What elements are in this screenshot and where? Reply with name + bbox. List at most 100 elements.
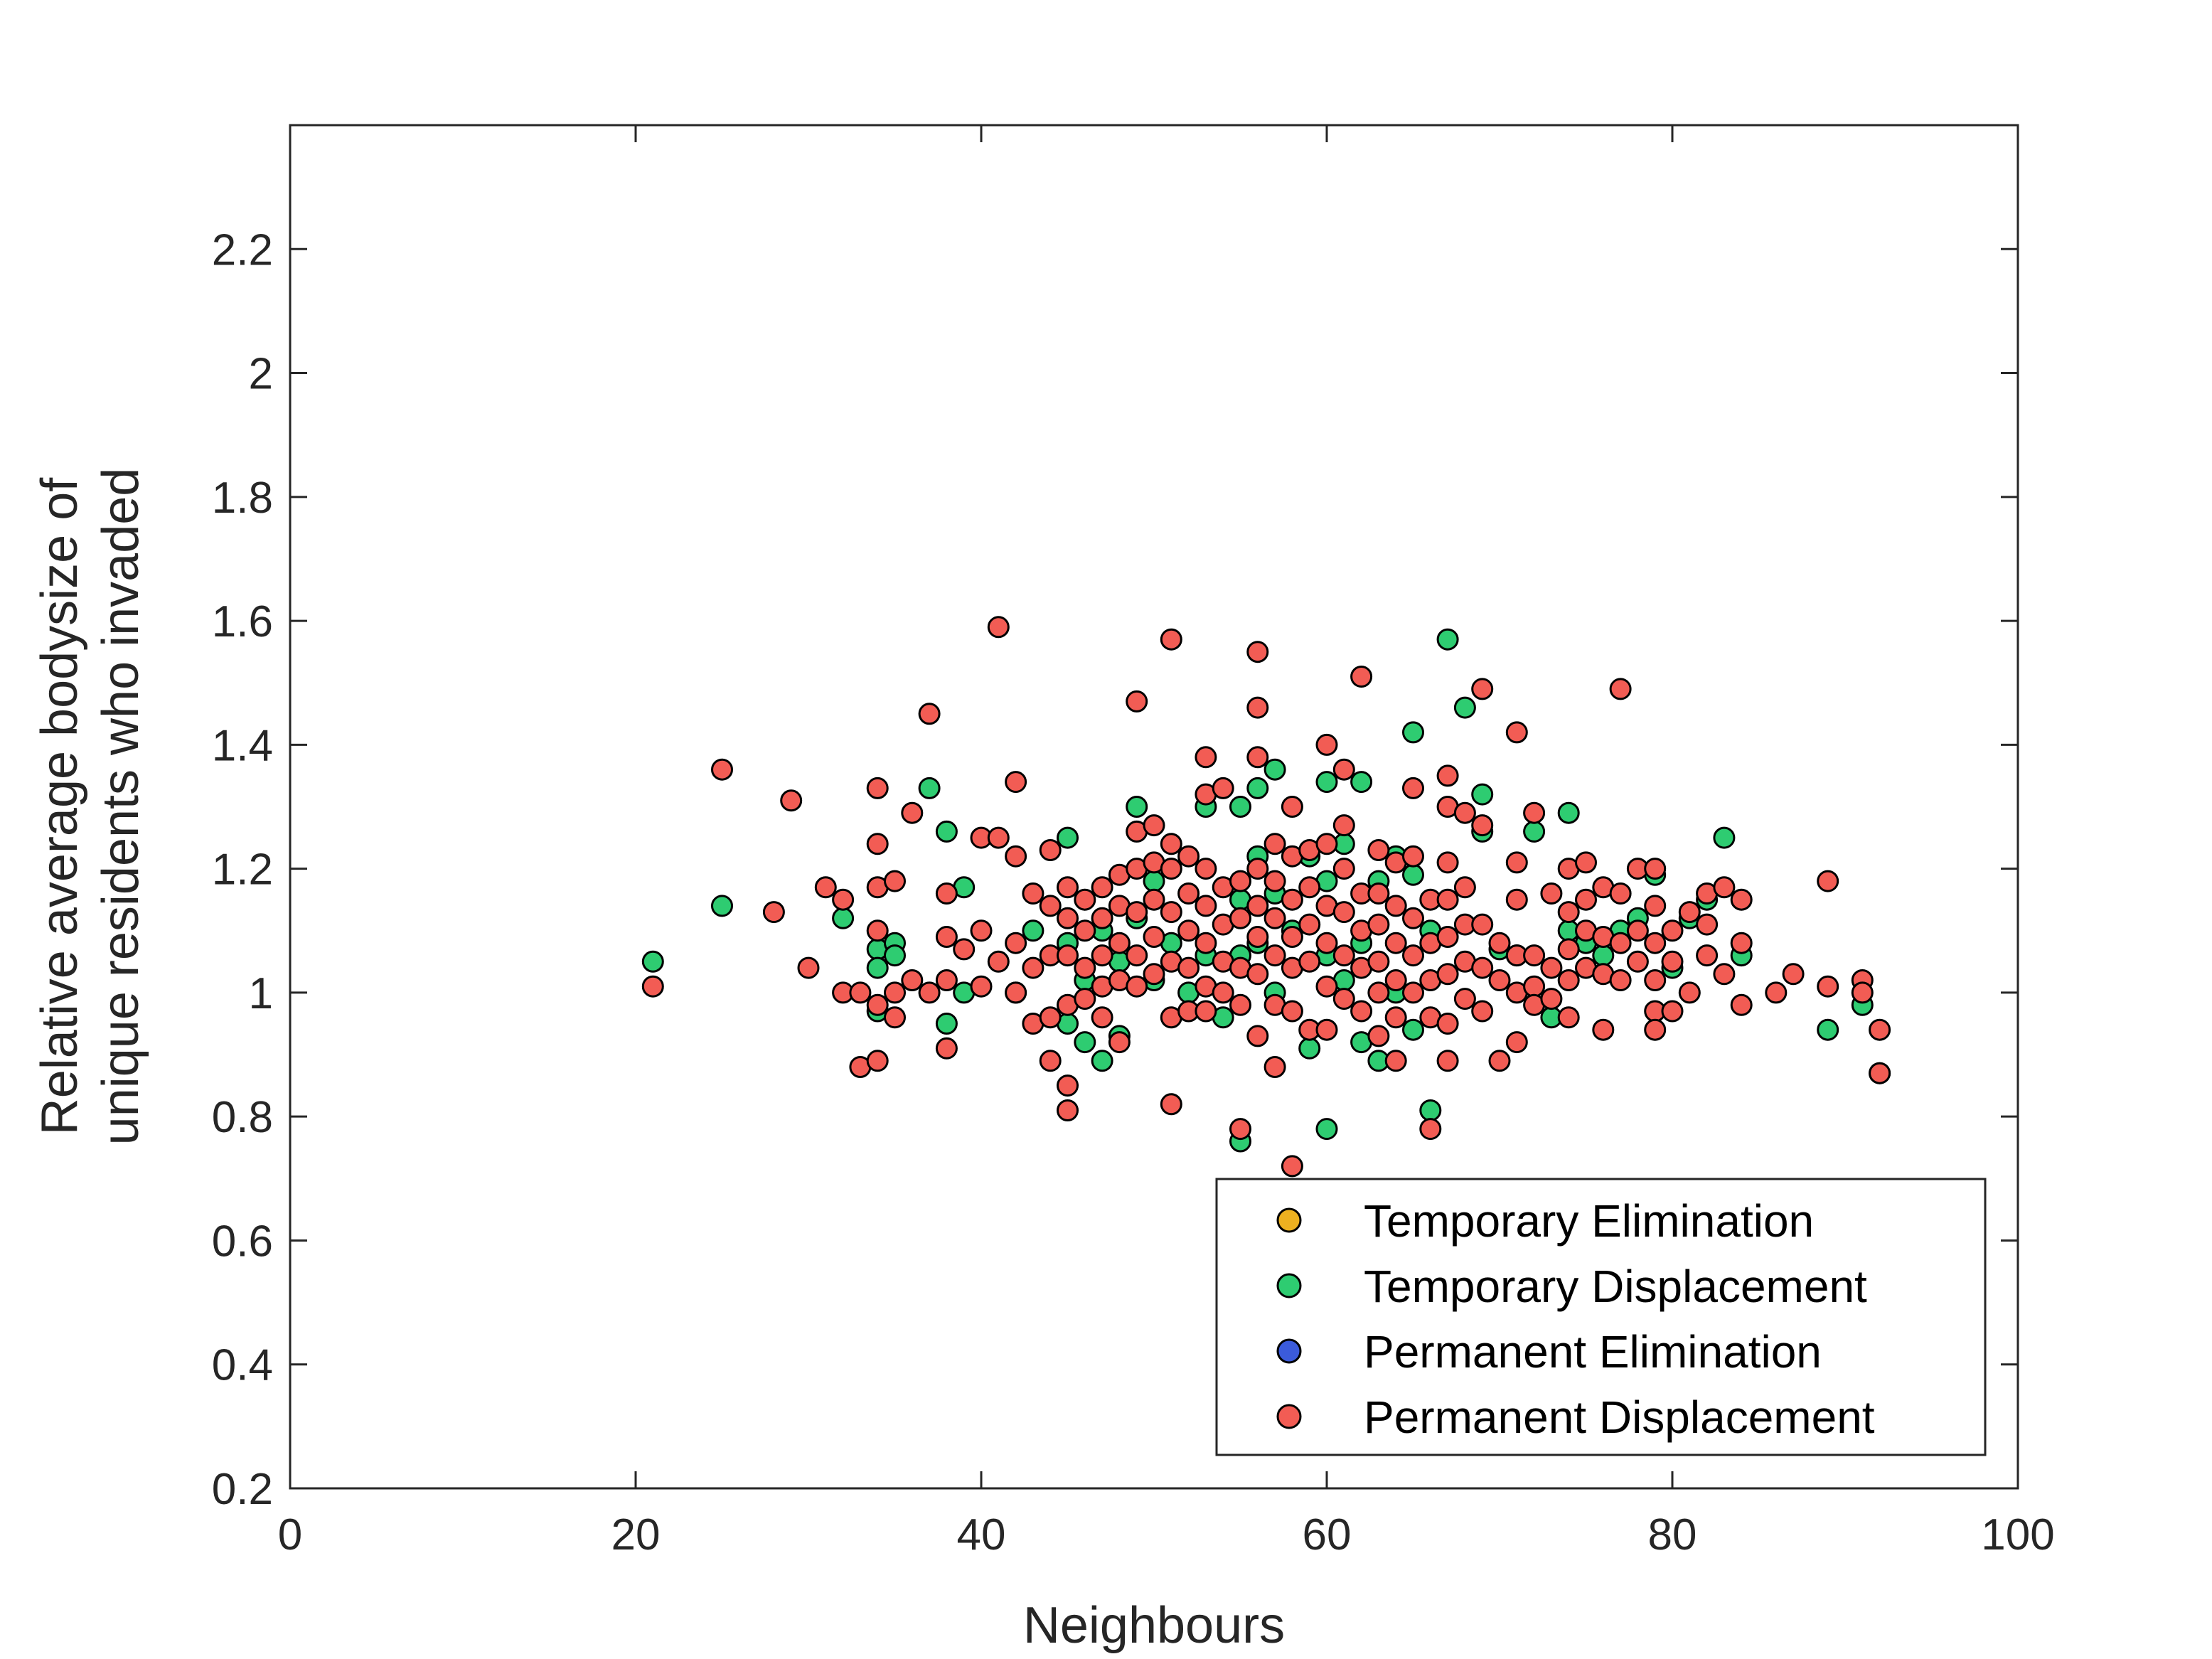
data-point xyxy=(1436,963,1459,986)
data-point xyxy=(1315,975,1338,998)
y-tick-label: 0.4 xyxy=(212,1341,273,1390)
data-point xyxy=(1350,666,1373,688)
data-point xyxy=(1057,876,1079,899)
data-point xyxy=(918,703,941,725)
data-point xyxy=(884,981,906,1004)
legend-marker-permanent-elimination xyxy=(1276,1338,1302,1364)
data-point xyxy=(1091,1050,1113,1072)
data-point xyxy=(1315,833,1338,855)
legend-marker-permanent-displacement xyxy=(1276,1404,1302,1429)
data-point xyxy=(935,1037,958,1060)
data-points xyxy=(641,616,1891,1178)
data-point xyxy=(953,938,976,961)
data-point xyxy=(1332,944,1355,967)
y-tick-label: 0.8 xyxy=(212,1093,273,1142)
data-point xyxy=(1367,1025,1390,1047)
data-point xyxy=(1384,1050,1407,1072)
data-point xyxy=(1126,690,1148,713)
data-point xyxy=(1609,678,1632,700)
data-point xyxy=(1367,882,1390,905)
data-point xyxy=(1143,926,1165,948)
data-point xyxy=(1143,888,1165,911)
legend-marker-temporary-elimination xyxy=(1276,1207,1302,1233)
data-point xyxy=(1315,1018,1338,1041)
data-point xyxy=(1074,988,1096,1010)
data-point xyxy=(1298,1037,1321,1060)
data-point xyxy=(1177,956,1200,979)
y-tick-label: 0.6 xyxy=(212,1217,273,1266)
data-point xyxy=(901,969,924,991)
legend-label-temporary-displacement: Temporary Displacement xyxy=(1364,1261,1867,1312)
data-point xyxy=(1453,988,1476,1010)
data-point xyxy=(1505,851,1528,874)
axis-ticks xyxy=(289,125,2019,1490)
data-point xyxy=(1419,1118,1442,1141)
data-point xyxy=(1436,888,1459,911)
data-point xyxy=(1039,1050,1062,1072)
data-point xyxy=(1246,1025,1269,1047)
data-point xyxy=(1661,919,1684,942)
data-point xyxy=(1091,1006,1113,1029)
data-point xyxy=(1143,963,1165,986)
data-point xyxy=(1195,932,1217,954)
data-point xyxy=(1678,981,1701,1004)
y-tick-label: 2.2 xyxy=(212,225,273,274)
data-point xyxy=(1557,938,1580,961)
data-point xyxy=(1126,944,1148,967)
data-point xyxy=(935,882,958,905)
x-tick-label: 80 xyxy=(1648,1510,1697,1559)
data-point xyxy=(1713,876,1736,899)
data-point xyxy=(970,975,993,998)
data-point xyxy=(987,950,1010,973)
data-point xyxy=(1402,845,1424,868)
data-point xyxy=(1246,641,1269,663)
data-point xyxy=(1471,814,1494,837)
data-point xyxy=(849,981,872,1004)
data-point xyxy=(762,901,785,924)
data-point xyxy=(1817,1018,1839,1041)
data-point xyxy=(1367,839,1390,861)
data-point xyxy=(1540,882,1563,905)
y-tick-label: 0.2 xyxy=(212,1465,273,1514)
x-tick-label: 0 xyxy=(278,1510,302,1559)
data-point xyxy=(1143,814,1165,837)
data-point xyxy=(866,919,889,942)
data-point xyxy=(1281,1000,1303,1023)
data-point xyxy=(935,969,958,991)
data-point xyxy=(711,895,733,917)
data-point xyxy=(1523,801,1546,824)
data-point xyxy=(1402,721,1424,744)
data-point xyxy=(1350,1000,1373,1023)
data-point xyxy=(1626,919,1649,942)
data-point xyxy=(1195,746,1217,769)
data-point xyxy=(1453,696,1476,719)
data-point xyxy=(1471,956,1494,979)
legend-label-permanent-elimination: Permanent Elimination xyxy=(1364,1326,1822,1377)
data-point xyxy=(1557,801,1580,824)
data-point xyxy=(1246,696,1269,719)
data-point xyxy=(1402,777,1424,799)
legend-marker-temporary-displacement xyxy=(1276,1273,1302,1298)
data-point xyxy=(1453,876,1476,899)
data-point xyxy=(1869,1062,1891,1084)
data-point xyxy=(1384,969,1407,991)
data-point xyxy=(1298,950,1321,973)
data-point xyxy=(1453,801,1476,824)
y-axis-title: Relative average bodysize of unique resi… xyxy=(31,468,149,1146)
data-point xyxy=(1557,1006,1580,1029)
data-point xyxy=(1471,1000,1494,1023)
data-point xyxy=(1436,764,1459,787)
data-point xyxy=(1488,932,1511,954)
data-point xyxy=(884,1006,906,1029)
data-point xyxy=(1644,969,1667,991)
data-point xyxy=(1074,919,1096,942)
data-point xyxy=(1505,721,1528,744)
data-point xyxy=(1229,870,1251,892)
data-point xyxy=(935,820,958,843)
y-tick-label: 1 xyxy=(249,969,273,1018)
data-point xyxy=(1436,926,1459,948)
data-point xyxy=(1851,981,1874,1004)
data-point xyxy=(1246,895,1269,917)
data-point xyxy=(1229,1118,1251,1141)
data-point xyxy=(1246,746,1269,769)
